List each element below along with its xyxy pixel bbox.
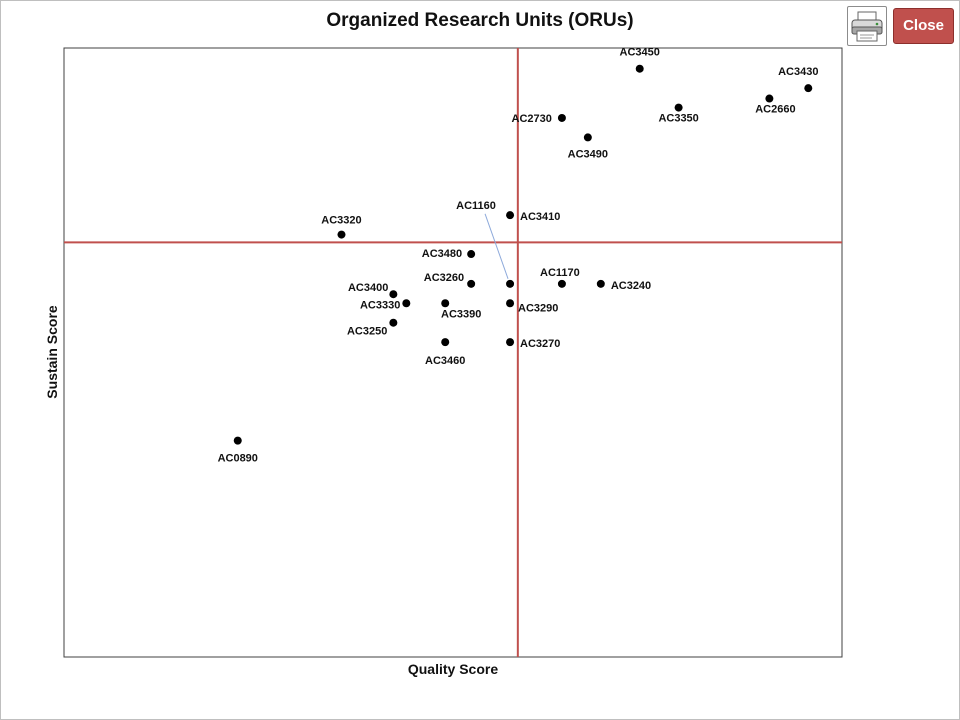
point-label-ac3290: AC3290 bbox=[518, 302, 558, 314]
y-axis-label: Sustain Score bbox=[44, 305, 60, 399]
close-button[interactable]: Close bbox=[893, 8, 954, 44]
point-ac3240[interactable] bbox=[596, 279, 605, 288]
point-ac3480[interactable] bbox=[467, 250, 476, 259]
point-label-ac3270: AC3270 bbox=[520, 338, 560, 350]
chart-title: Organized Research Units (ORUs) bbox=[326, 10, 634, 31]
printer-icon bbox=[851, 11, 883, 42]
point-ac3260[interactable] bbox=[467, 279, 476, 288]
point-label-ac3400: AC3400 bbox=[348, 282, 388, 294]
point-ac3390[interactable] bbox=[441, 299, 450, 308]
x-axis-label: Quality Score bbox=[408, 661, 498, 677]
point-ac2730[interactable] bbox=[557, 113, 566, 122]
point-ac3400[interactable] bbox=[389, 290, 398, 299]
point-ac2660[interactable] bbox=[765, 94, 774, 103]
callout-leader-line bbox=[484, 213, 509, 279]
points-layer: AC3450 AC3430 AC2660 AC3350 AC2730 AC3490 AC11… bbox=[218, 47, 819, 465]
point-ac3430[interactable] bbox=[804, 84, 813, 93]
point-ac3350[interactable] bbox=[674, 103, 683, 112]
point-label-ac3410: AC3410 bbox=[520, 211, 560, 223]
point-ac3450[interactable] bbox=[635, 64, 644, 73]
point-ac3320[interactable] bbox=[337, 230, 346, 239]
point-label-ac3260: AC3260 bbox=[424, 272, 464, 284]
point-ac3250[interactable] bbox=[389, 318, 398, 327]
point-label-ac3460: AC3460 bbox=[425, 355, 465, 367]
point-label-ac3450: AC3450 bbox=[620, 47, 660, 59]
plot-area bbox=[63, 47, 843, 658]
point-label-ac3330: AC3330 bbox=[360, 299, 400, 311]
point-label-ac2730: AC2730 bbox=[512, 113, 552, 125]
point-label-ac1160: AC1160 bbox=[456, 200, 496, 212]
point-ac3410[interactable] bbox=[506, 211, 515, 220]
point-label-ac3350: AC3350 bbox=[658, 113, 698, 125]
point-label-ac3490: AC3490 bbox=[568, 148, 608, 160]
point-ac0890[interactable] bbox=[233, 436, 242, 445]
point-ac3270[interactable] bbox=[506, 338, 515, 347]
point-label-ac3250: AC3250 bbox=[347, 326, 387, 338]
point-label-ac3430: AC3430 bbox=[778, 66, 818, 78]
point-ac1170[interactable] bbox=[557, 279, 566, 288]
point-ac3290[interactable] bbox=[506, 299, 515, 308]
point-ac3330[interactable] bbox=[402, 299, 411, 308]
point-label-ac3320: AC3320 bbox=[321, 215, 361, 227]
point-label-ac3480: AC3480 bbox=[422, 248, 462, 260]
point-label-ac3240: AC3240 bbox=[611, 280, 651, 292]
point-ac3490[interactable] bbox=[583, 133, 592, 142]
point-label-ac0890: AC0890 bbox=[218, 453, 258, 465]
point-ac1160[interactable] bbox=[506, 279, 515, 288]
point-ac3460[interactable] bbox=[441, 338, 450, 347]
point-label-ac2660: AC2660 bbox=[755, 104, 795, 116]
print-button[interactable] bbox=[847, 6, 887, 46]
point-label-ac3390: AC3390 bbox=[441, 308, 481, 320]
point-label-ac1170: AC1170 bbox=[540, 267, 580, 279]
